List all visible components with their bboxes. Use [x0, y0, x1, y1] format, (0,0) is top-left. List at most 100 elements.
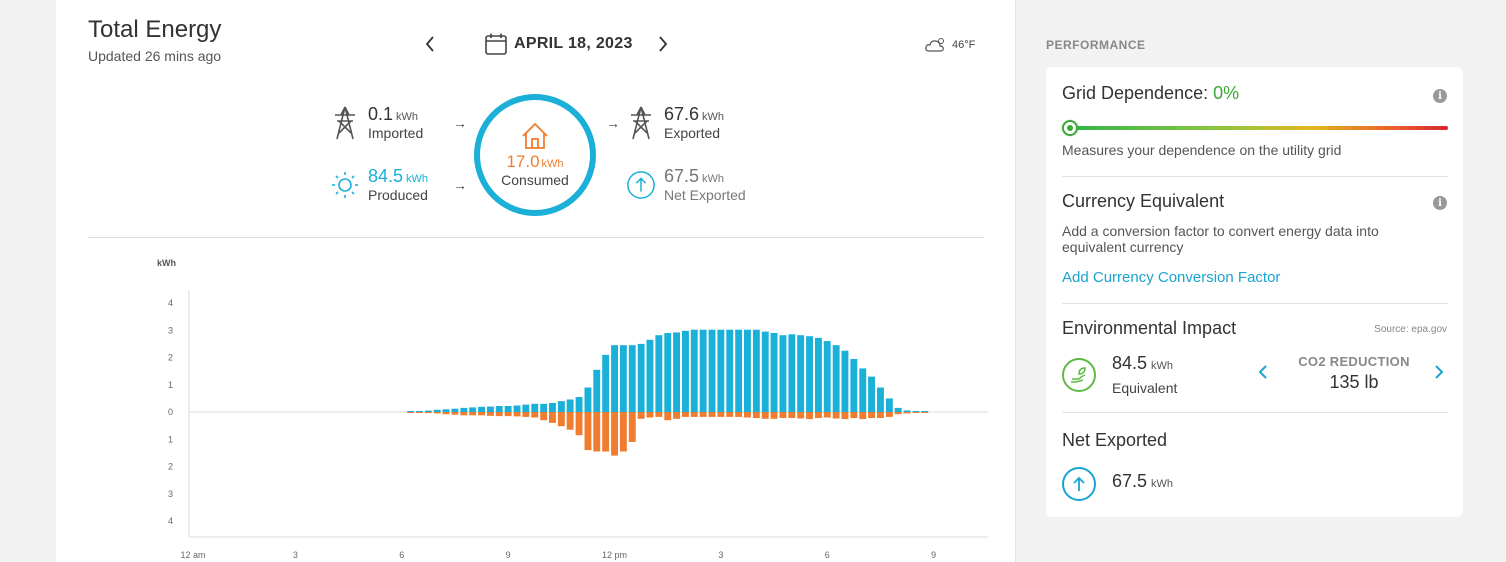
consumed-bar [424, 412, 432, 414]
consumed-bar [611, 412, 618, 456]
consumed-bar [442, 412, 450, 415]
next-date-button[interactable] [649, 30, 677, 58]
produced-bar [770, 333, 778, 412]
divider [1062, 303, 1448, 304]
consumed-bar [460, 412, 468, 416]
grid-dependence-desc: Measures your dependence on the utility … [1062, 142, 1342, 158]
produced-bar [549, 403, 556, 412]
environment-heading: Environmental Impact [1062, 318, 1237, 338]
consumed-bar [788, 412, 796, 418]
exported-value: 67.6 [664, 104, 700, 124]
consumed-bar [868, 412, 875, 418]
produced-bar [859, 368, 867, 412]
produced-bar [797, 335, 805, 412]
consumed-bar [557, 412, 565, 427]
consumed-bar [646, 412, 654, 418]
consumed-bar [797, 412, 805, 419]
produced-bar [619, 345, 627, 412]
currency-desc: Add a conversion factor to convert energ… [1062, 223, 1379, 255]
prev-metric-button[interactable] [1258, 365, 1268, 384]
consumed-bar [433, 412, 441, 414]
produced-value: 84.5 [368, 166, 404, 186]
sun-icon [332, 171, 358, 198]
consumed-bar [885, 412, 893, 417]
co2-value: 135 lb [1329, 372, 1379, 392]
produced-bar [699, 329, 707, 412]
consumed-bar [522, 412, 530, 417]
consumed-bar [549, 412, 556, 423]
power-tower-icon [335, 106, 355, 139]
consumed-bar [487, 412, 494, 416]
info-icon[interactable]: i [1433, 196, 1447, 210]
consumed-bar [894, 412, 902, 415]
produced-bar [752, 329, 760, 412]
consumed-bar [531, 412, 539, 418]
net-unit: kWh [1151, 478, 1174, 490]
net-exported-unit: kWh [702, 173, 725, 185]
produced-bar [735, 329, 743, 412]
produced-bar [682, 330, 689, 412]
produced-bar [433, 409, 441, 412]
produced-bar [673, 332, 680, 412]
produced-bar [921, 411, 929, 412]
produced-bar [655, 335, 663, 412]
next-metric-button[interactable] [1434, 365, 1444, 384]
temperature: 46°F [952, 39, 976, 51]
consumed-bar [540, 412, 548, 421]
produced-bar [460, 407, 468, 412]
y-tick-label: 0 [168, 407, 173, 417]
currency-heading: Currency Equivalent [1062, 191, 1225, 211]
produced-bar [744, 329, 751, 412]
chevron-left-icon [425, 36, 434, 52]
consumed-bar [593, 412, 601, 452]
consumed-bar [815, 412, 822, 418]
consumed-bar [806, 412, 813, 420]
produced-bar [708, 329, 716, 412]
info-icon[interactable]: i [1433, 89, 1447, 103]
y-tick-label: 4 [168, 516, 173, 526]
consumed-bar [416, 412, 423, 413]
produced-bar [664, 333, 672, 412]
performance-label: PERFORMANCE [1046, 38, 1146, 52]
produced-bar [815, 337, 822, 412]
consumed-bar [859, 412, 867, 420]
produced-bar [557, 401, 565, 412]
produced-bar [885, 398, 893, 412]
produced-bar [717, 329, 725, 412]
arrow-up-circle-icon [627, 170, 655, 199]
exported-unit: kWh [702, 111, 725, 123]
net-exported-block: 67.5 kWh Net Exported [626, 166, 746, 203]
source-label: Source: epa.gov [1374, 324, 1447, 335]
produced-bar [841, 350, 849, 412]
produced-bar [442, 409, 450, 412]
prev-date-button[interactable] [416, 30, 444, 58]
arrow-right-icon: → [453, 115, 467, 131]
energy-bar-chart: kWh 4 3 2 1 0 1 2 3 4 12 am 3 6 9 12 pm 3 6 9 [157, 258, 1040, 560]
add-currency-link[interactable]: Add Currency Conversion Factor [1062, 269, 1281, 286]
x-tick-label: 3 [293, 550, 298, 560]
consumed-label: Consumed [501, 172, 569, 188]
consumed-bar [682, 412, 689, 417]
consumed-bar [752, 412, 760, 418]
consumed-bar [673, 412, 680, 419]
consumed-bar [619, 412, 627, 452]
consumed-bar [877, 412, 884, 418]
produced-bar [903, 410, 911, 412]
exported-block: 67.6 kWh Exported [626, 104, 724, 141]
y-tick-label: 4 [168, 298, 173, 308]
consumed-bar [504, 412, 512, 417]
produced-bar [894, 407, 902, 412]
produced-label: Produced [368, 187, 428, 203]
consumed-bar [469, 412, 477, 416]
grid-dependence-label: Grid Dependence: [1062, 83, 1209, 103]
performance-sidebar: PERFORMANCE Grid Dependence: 0% i Measur… [1017, 0, 1506, 562]
consumed-bar [513, 412, 521, 417]
produced-bar [566, 399, 574, 412]
calendar-icon[interactable] [484, 32, 508, 56]
exported-label: Exported [664, 125, 721, 141]
produced-bar [868, 376, 875, 412]
y-tick-label: 1 [168, 434, 173, 444]
consumed-bar [903, 412, 911, 414]
y-axis-label: kWh [157, 258, 176, 268]
current-date[interactable]: APRIL 18, 2023 [514, 35, 633, 52]
